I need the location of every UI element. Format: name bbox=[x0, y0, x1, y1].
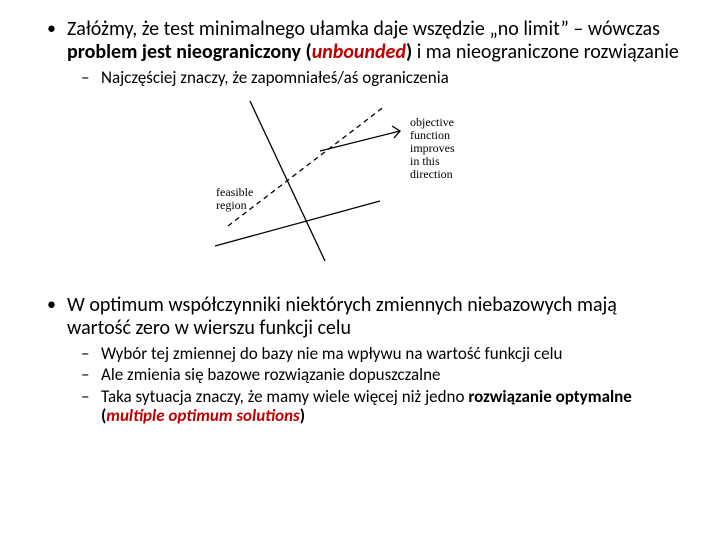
bullet-list-2: W optimum współczynniki niektórych zmien… bbox=[35, 294, 685, 426]
text: Ale zmienia się bazowe rozwiązanie dopus… bbox=[101, 364, 440, 385]
sub-list-1: Najczęściej znaczy, że zapomniałeś/aś og… bbox=[67, 68, 685, 88]
figure-container: feasible region objective function impro… bbox=[35, 96, 685, 266]
sub-bullet: Najczęściej znaczy, że zapomniałeś/aś og… bbox=[67, 68, 685, 88]
sub-bullet: Wybór tej zmiennej do bazy nie ma wpływu… bbox=[67, 344, 685, 364]
bullet-list: Załóżmy, że test minimalnego ułamka daje… bbox=[35, 18, 685, 88]
label-objective: objective function improves in this dire… bbox=[410, 115, 458, 181]
sub-list-2: Wybór tej zmiennej do bazy nie ma wpływu… bbox=[67, 344, 685, 426]
text: W optimum współczynniki niektórych zmien… bbox=[67, 293, 617, 340]
bullet-1: Załóżmy, że test minimalnego ułamka daje… bbox=[35, 18, 685, 88]
unbounded-figure: feasible region objective function impro… bbox=[210, 96, 510, 266]
text: Wybór tej zmiennej do bazy nie ma wpływu… bbox=[101, 343, 562, 364]
sub-bullet: Ale zmienia się bazowe rozwiązanie dopus… bbox=[67, 365, 685, 385]
text-bold: problem jest nieograniczony (unbounded) bbox=[67, 40, 412, 64]
label-feasible: feasible region bbox=[216, 185, 256, 212]
text: Taka sytuacja znaczy, że mamy wiele więc… bbox=[101, 386, 468, 407]
bullet-2: W optimum współczynniki niektórych zmien… bbox=[35, 294, 685, 426]
text: Najczęściej znaczy, że zapomniałeś/aś og… bbox=[101, 67, 449, 88]
text: Załóżmy, że test minimalnego ułamka daje… bbox=[67, 17, 660, 41]
text-red: unbounded bbox=[312, 40, 406, 64]
sub-bullet: Taka sytuacja znaczy, że mamy wiele więc… bbox=[67, 387, 685, 426]
text-red: multiple optimum solutions bbox=[106, 405, 299, 426]
text: i ma nieograniczone rozwiązanie bbox=[412, 40, 679, 64]
slide-content: Załóżmy, że test minimalnego ułamka daje… bbox=[0, 0, 720, 450]
